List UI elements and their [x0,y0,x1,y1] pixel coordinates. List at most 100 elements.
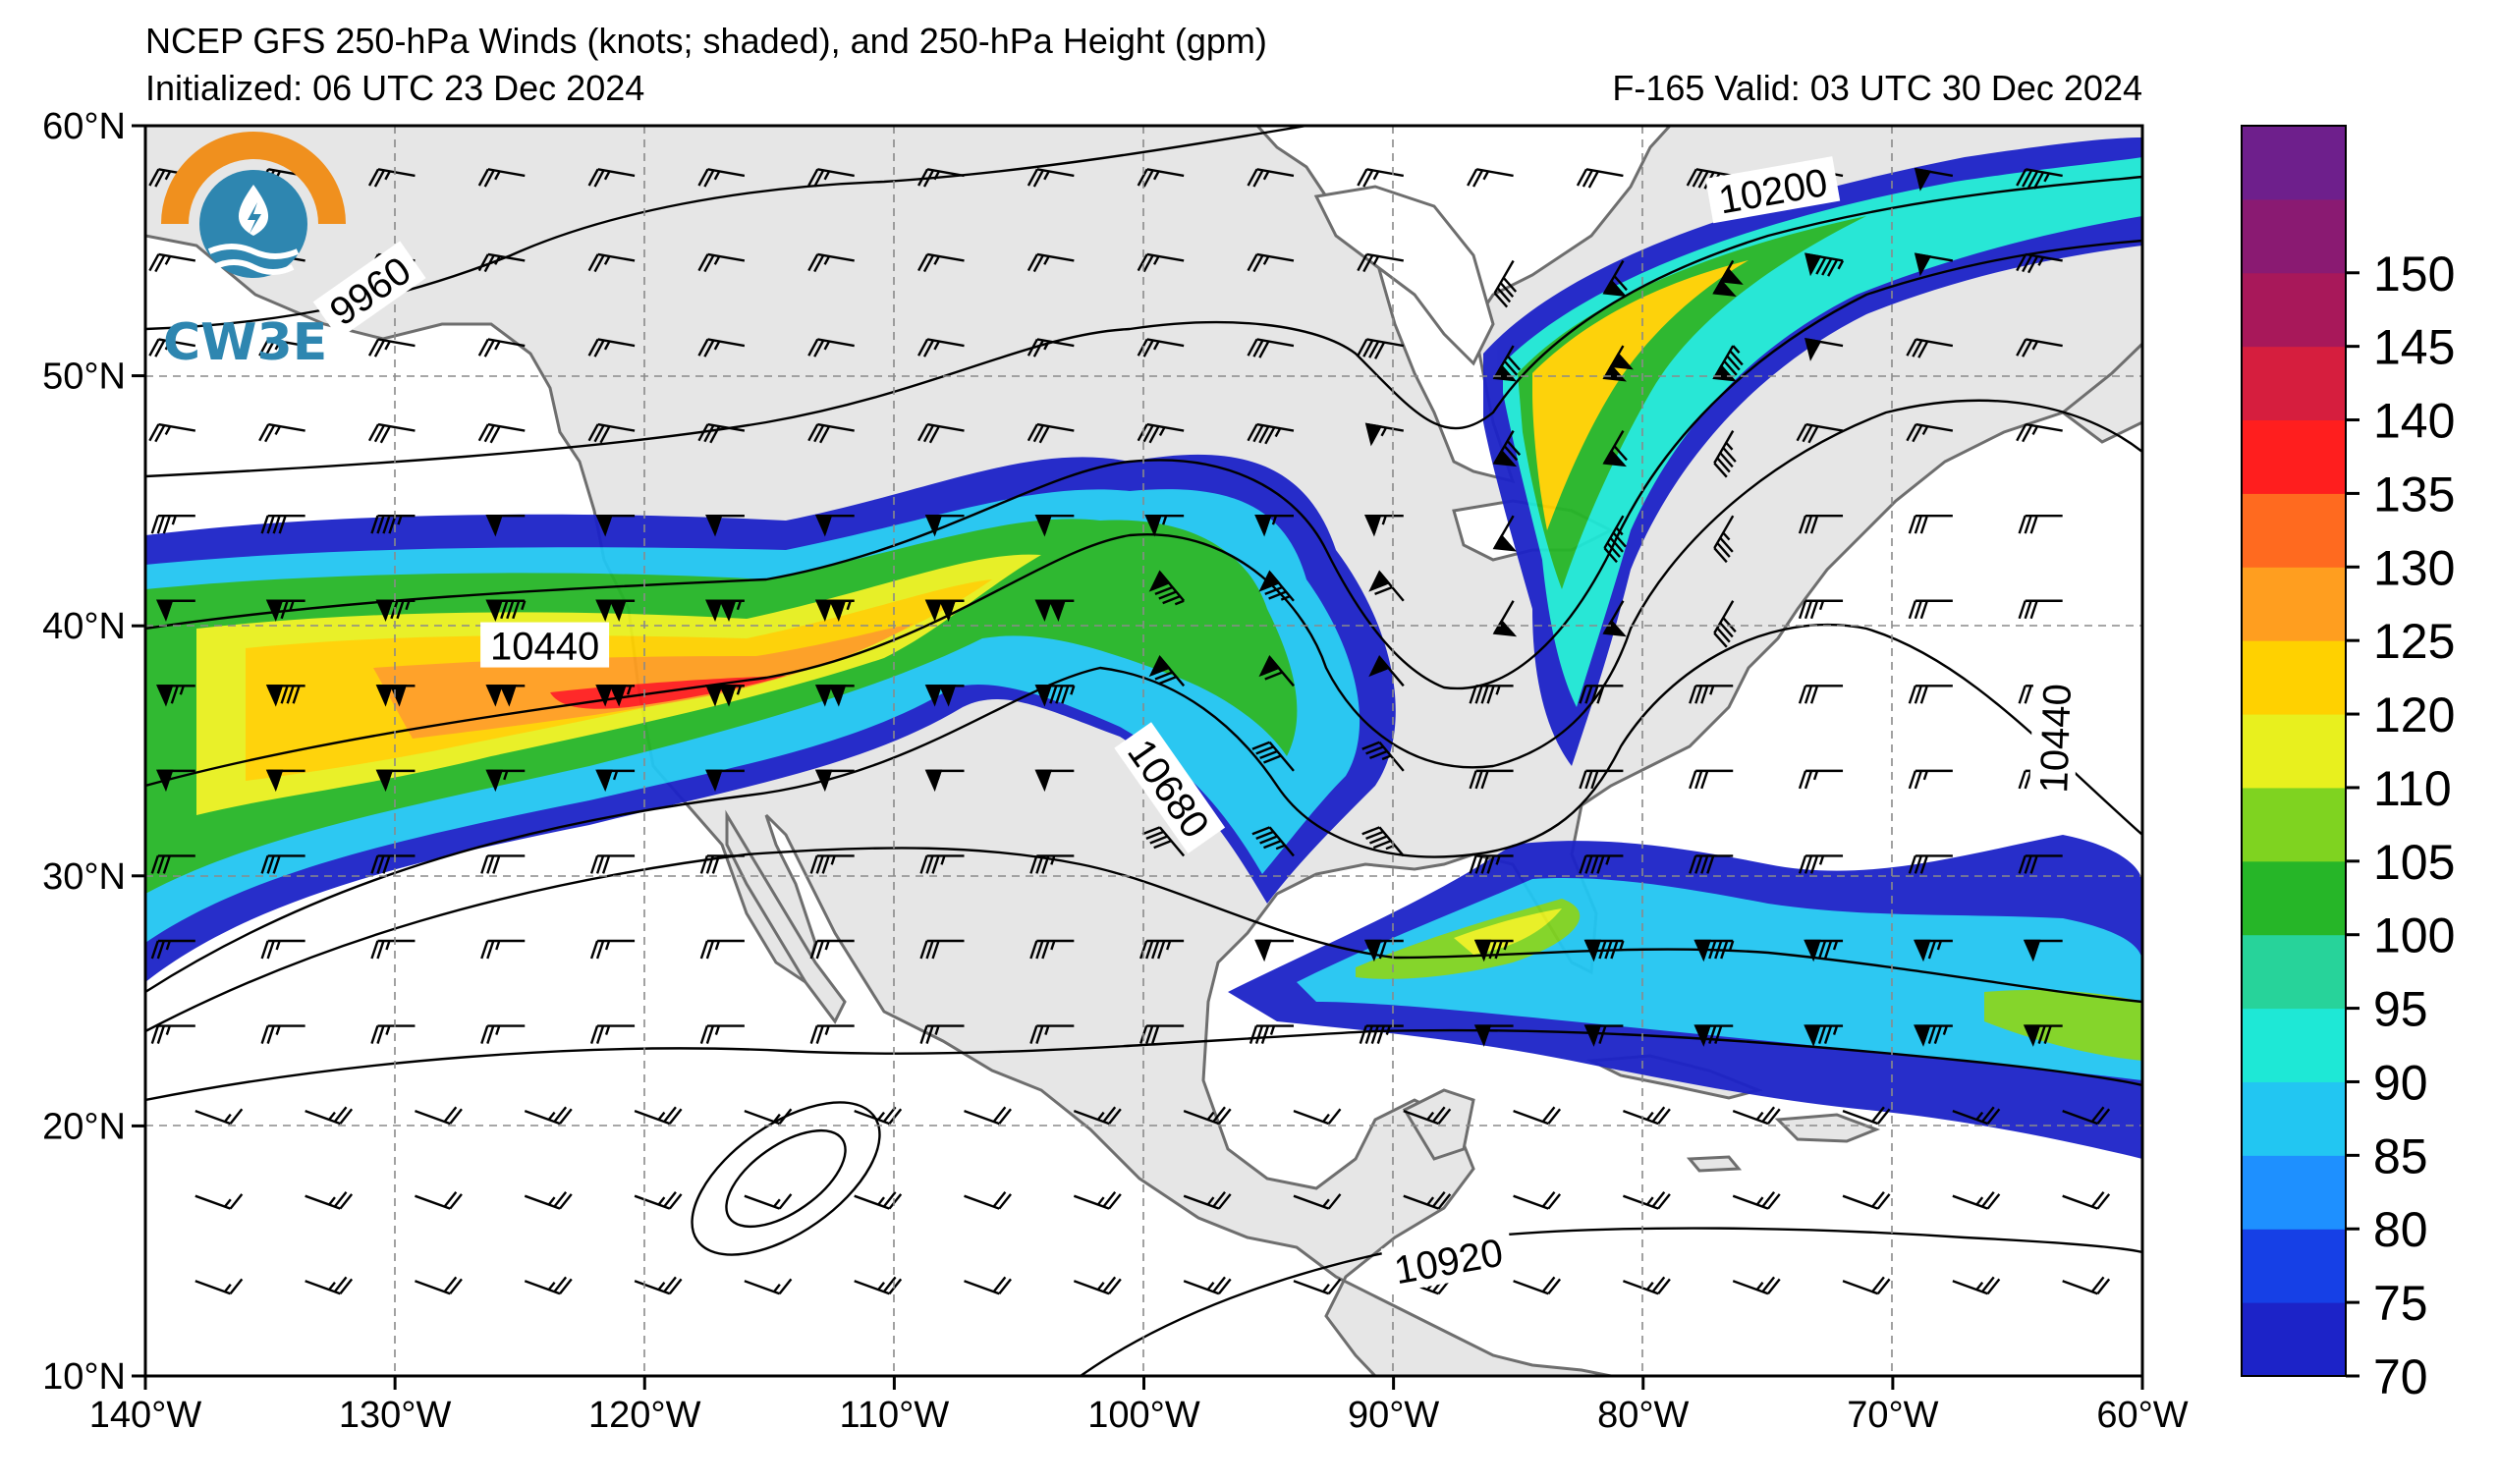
wind-barb [1732,1191,1781,1210]
wind-barb [1247,252,1295,273]
colorbar-segment [2242,1229,2346,1303]
wind-barb [1713,600,1737,648]
wind-barb [1403,1191,1452,1210]
init-time-label: Initialized: 06 UTC 23 Dec 2024 [145,68,645,108]
wind-barb [699,939,745,960]
wind-barb [1908,599,1953,620]
wind-barb [2062,1191,2111,1210]
wind-barb [2062,1276,2111,1295]
wind-barb [1804,939,1844,962]
wind-barb [1914,939,1953,962]
wind-barb [1798,599,1844,620]
colorbar-frame [2241,125,2347,1377]
wind-barb [370,939,416,960]
wind-barb [1251,741,1295,772]
wind-barb [697,338,746,357]
wind-barb [477,252,526,273]
wind-barb [634,1106,683,1126]
colorbar-label: 125 [2373,614,2455,669]
wind-barb [807,422,855,444]
wind-barb [917,168,965,188]
wind-barb [587,252,636,273]
wind-barb [1293,1278,1342,1295]
wind-barbs-layer [148,167,2111,1295]
wind-barb [2018,599,2063,620]
wind-barb [1139,1024,1185,1044]
wind-barb [1952,1191,2001,1210]
lat-tick-label: 40°N [42,606,126,647]
contour-label: 10440 [2028,673,2080,803]
wind-barb [1908,769,1953,790]
wind-barb [1363,514,1404,537]
wind-barb [1027,338,1075,357]
wind-barb [1364,422,1404,447]
wind-barb [964,1106,1012,1126]
wind-barb [370,514,416,534]
wind-barb [634,1276,683,1295]
wind-barb [634,1191,683,1210]
wind-barb [2016,168,2063,190]
colorbar-segment [2242,346,2346,421]
pacific-jet-95 [145,519,1298,894]
wind-barb [1073,1276,1122,1295]
wind-barb [258,422,305,443]
colorbar-label: 80 [2373,1202,2428,1257]
wind-barb [480,854,526,874]
wind-barb [1148,570,1186,606]
wind-barb [699,854,745,874]
wind-barb [1623,1106,1671,1126]
wind-barb [1804,1024,1844,1047]
wind-barb [705,769,745,793]
wind-barb [917,338,965,357]
wind-barb [1251,826,1295,857]
wind-barb [1247,168,1295,188]
jamaica [1686,1155,1743,1173]
contour-high-ring-outer [691,1101,881,1256]
wind-barb [367,422,416,444]
wind-barb [477,338,526,357]
wind-barb [699,1024,745,1044]
wind-barb [1693,939,1735,962]
wind-barb [1492,600,1518,637]
colorbar-segment [2242,419,2346,494]
wind-barb [1908,514,1953,534]
axis-labels: 140°W 130°W 120°W 110°W 100°W 90°W 80°W 70°W 60°… [42,106,2189,1436]
wind-barb [1034,599,1075,623]
wind-barb [305,1106,354,1126]
wind-barb [1712,259,1744,297]
wind-barb [1137,168,1185,188]
wind-barb [1029,939,1075,960]
wind-barb [1914,1024,1953,1047]
wind-barb [1804,252,1845,277]
contour-10560 [145,624,2142,994]
wind-barb [194,1108,244,1126]
wind-barb [1247,338,1295,358]
wind-barb [148,252,196,273]
wind-barb [367,338,416,357]
lon-tick-label: 120°W [588,1395,701,1436]
wind-barb [477,422,526,444]
wind-barb [1908,854,1953,874]
wind-barb [1403,1106,1452,1126]
wind-barb [1798,854,1844,874]
wind-barb [705,514,745,537]
wind-barb [595,769,636,793]
colorbar-label: 95 [2373,982,2428,1037]
wind-barb [265,769,305,793]
wind-barb [1469,769,1514,790]
wind-barb [924,599,965,623]
yucatan [1402,1088,1475,1161]
colorbar-segment [2242,1081,2346,1156]
wind-barb [917,422,965,444]
wind-barb [1139,939,1185,960]
wind-barb [1914,167,1954,192]
wind-barb [1492,430,1522,467]
wind-barb [150,1024,195,1044]
wind-barb [697,252,746,273]
wind-barb [2018,854,2063,874]
wind-barb [148,338,196,357]
wind-barb [1713,430,1737,478]
wind-barb [1579,685,1624,704]
wind-barb [1027,252,1075,273]
wind-barb [1908,685,1953,704]
